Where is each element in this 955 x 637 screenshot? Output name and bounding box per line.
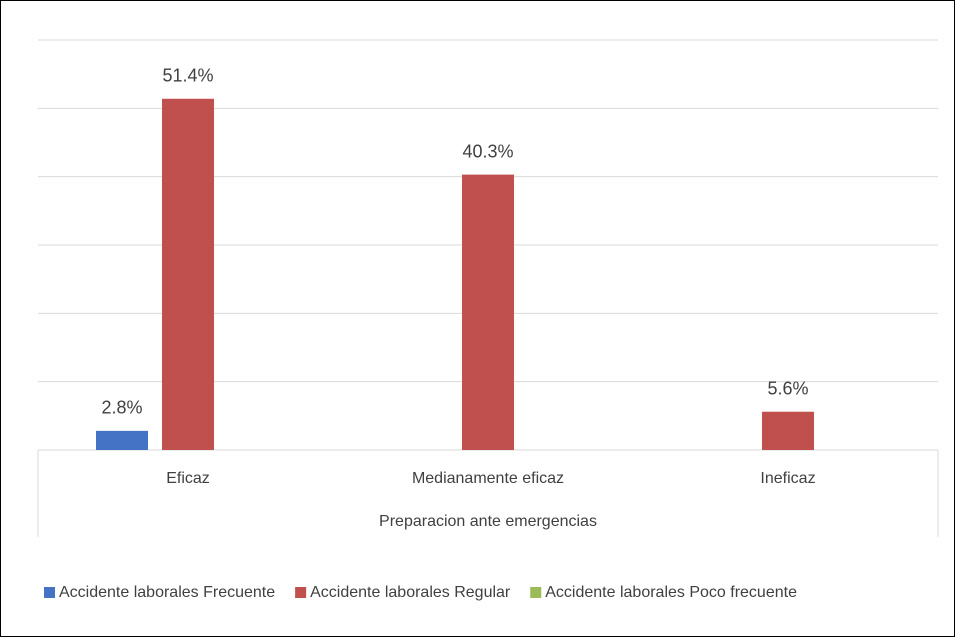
x-tick-label: Eficaz bbox=[166, 470, 210, 487]
legend-swatch bbox=[44, 587, 55, 598]
legend-label: Accidente laborales Regular bbox=[310, 584, 511, 601]
data-label: 51.4% bbox=[162, 66, 213, 86]
legend-swatch bbox=[530, 587, 542, 598]
bar bbox=[462, 174, 514, 450]
x-tick-label: Medianamente eficaz bbox=[412, 470, 564, 487]
data-label: 5.6% bbox=[767, 378, 808, 398]
legend-label: Accidente laborales Poco frecuente bbox=[545, 584, 797, 601]
legend-swatch bbox=[295, 587, 307, 598]
bar bbox=[762, 411, 814, 450]
data-label: 2.8% bbox=[101, 398, 142, 418]
legend-label: Accidente laborales Frecuente bbox=[59, 584, 275, 601]
data-label: 40.3% bbox=[462, 141, 513, 161]
bar bbox=[162, 98, 214, 451]
x-tick-label: Ineficaz bbox=[760, 470, 815, 487]
x-axis-title: Preparacion ante emergencias bbox=[379, 513, 597, 530]
bar bbox=[96, 430, 148, 450]
